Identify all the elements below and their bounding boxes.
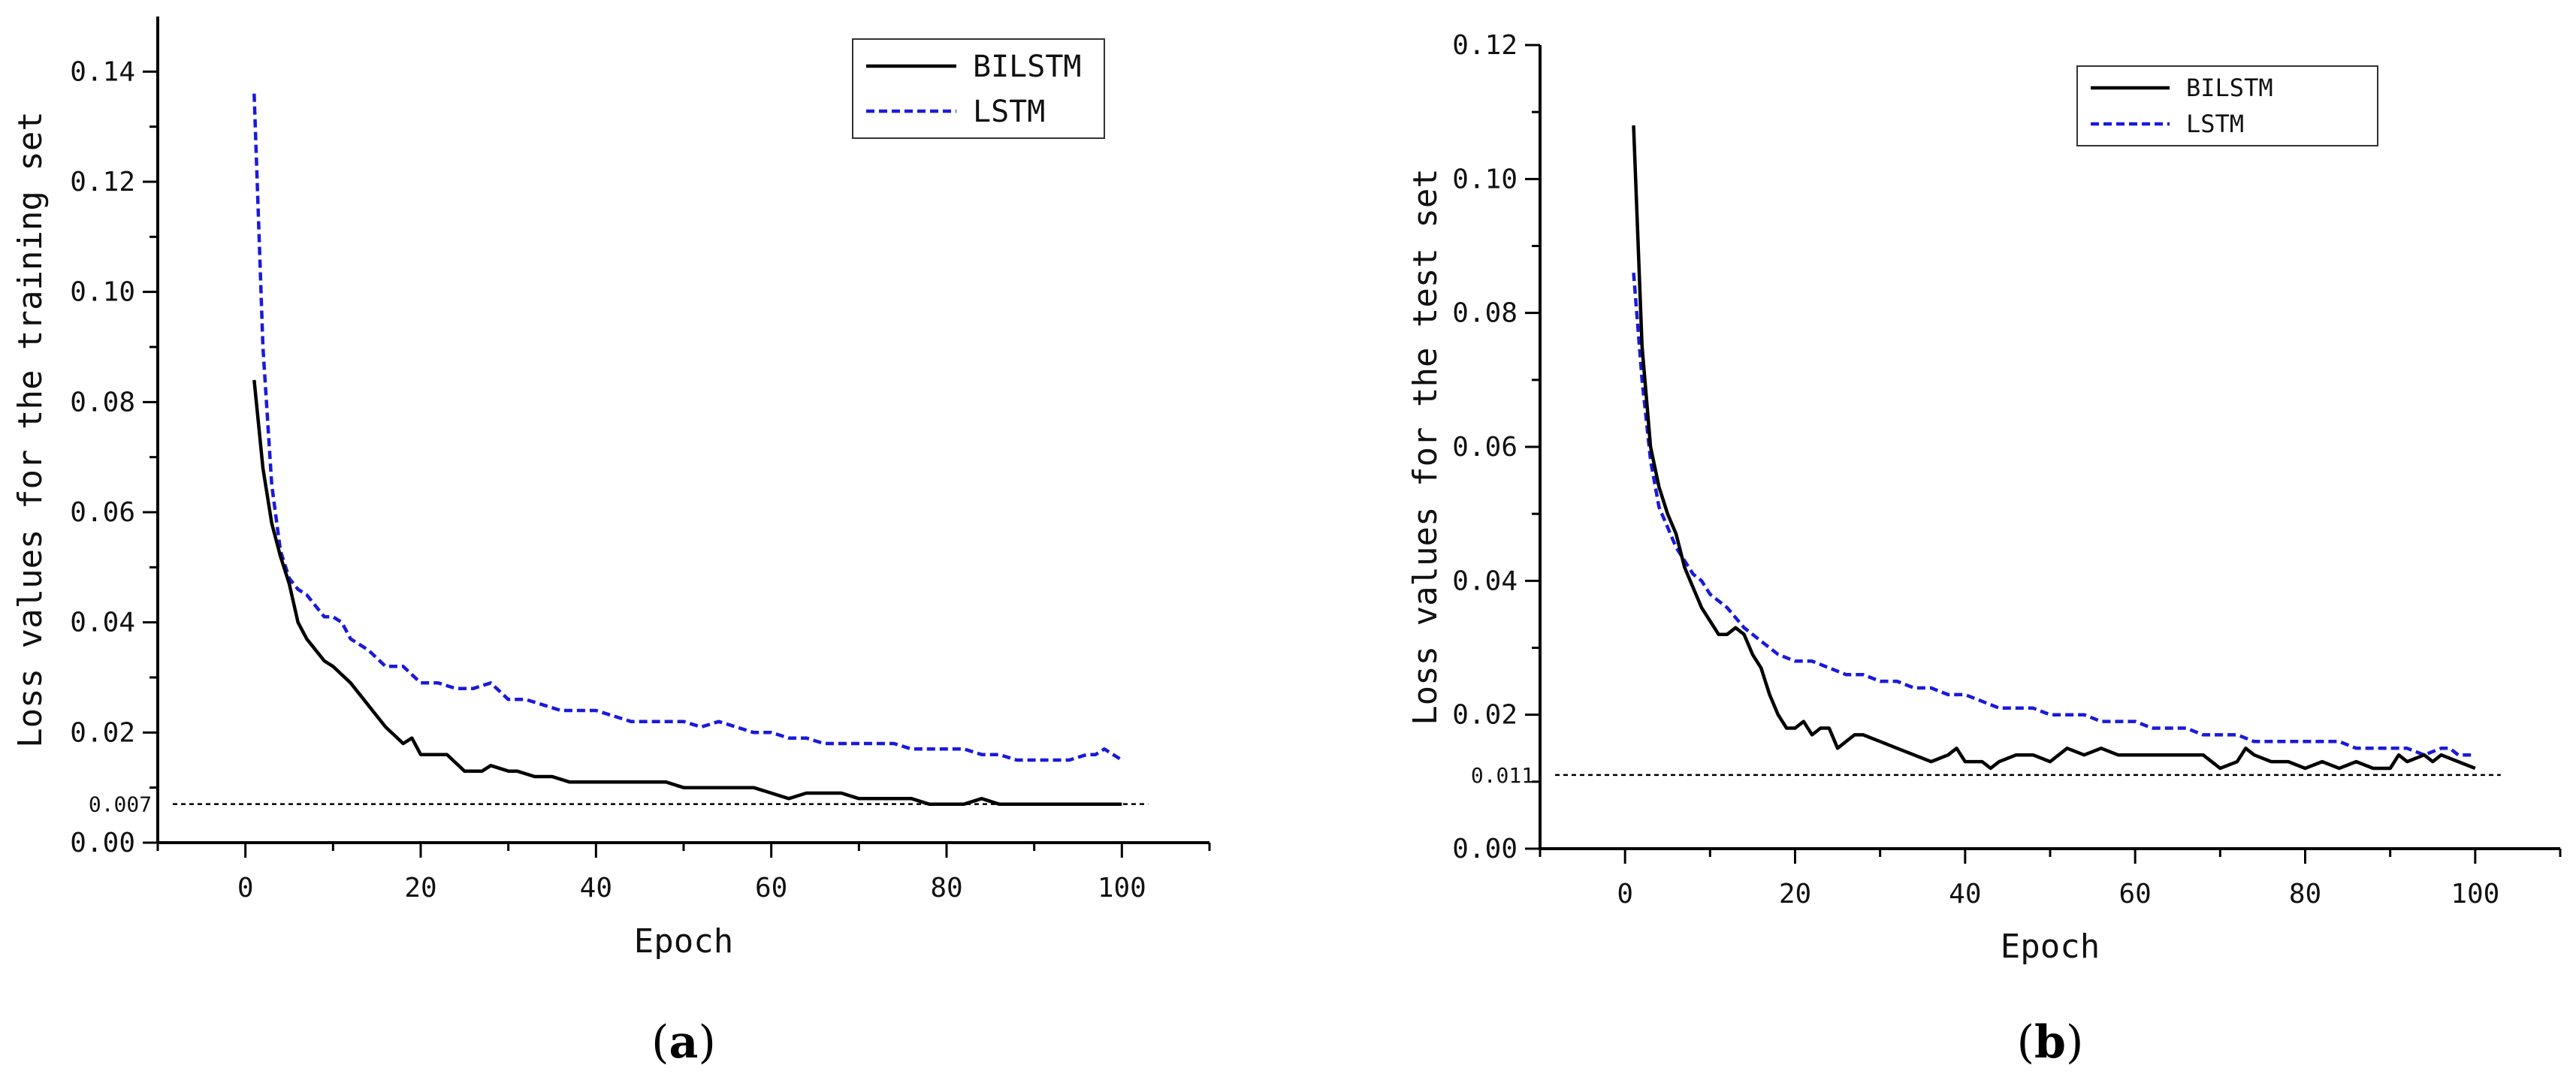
y-tick-label: 0.00	[1452, 834, 1518, 864]
y-tick-label: 0.12	[70, 167, 135, 198]
legend-box	[852, 38, 1105, 139]
y-tick-label: 0.08	[70, 387, 135, 418]
legend: BILSTM LSTM	[2076, 65, 2378, 146]
reference-line-label: 0.011	[1471, 763, 1534, 788]
x-tick-label: 60	[755, 873, 787, 904]
y-tick-label: 0.02	[70, 717, 135, 748]
x-tick-label: 100	[1098, 873, 1146, 904]
y-tick-label: 0.04	[1452, 566, 1518, 596]
x-tick-label: 20	[404, 873, 436, 904]
y-tick-label: 0.04	[70, 608, 135, 638]
legend-label-bilstm: BILSTM	[973, 50, 1082, 84]
reference-line-label: 0.007	[89, 792, 152, 817]
x-tick-label: 80	[930, 873, 962, 904]
y-tick-label: 0.12	[1452, 30, 1518, 61]
legend: BILSTM LSTM	[852, 38, 1105, 139]
series-line-bilstm	[252, 379, 1122, 806]
legend-label-lstm: LSTM	[973, 95, 1045, 129]
y-tick-label: 0.10	[70, 277, 135, 308]
y-axis-title: Loss values for the training set	[11, 111, 50, 748]
x-tick-label: 40	[1949, 879, 1981, 910]
x-tick-label: 20	[1779, 879, 1811, 910]
x-axis-title: Epoch	[2001, 928, 2100, 966]
y-tick-label: 0.14	[70, 56, 135, 87]
y-tick-label: 0.06	[1452, 432, 1518, 463]
chart-panel-b: 0.00 0.02 0.04 0.06 0.08 0.10 0.12 0 20 40 60 80 100…	[1406, 30, 2562, 1069]
x-axis-title: Epoch	[634, 922, 733, 961]
legend-label-lstm: LSTM	[2186, 110, 2244, 138]
legend-label-bilstm: BILSTM	[2186, 74, 2273, 102]
y-tick-label: 0.00	[70, 828, 135, 858]
chart-panel-a: 0.00 0.02 0.04 0.06 0.08 0.10 0.12 0.14 0 20 40 60 8…	[11, 17, 1211, 1069]
panel-label: (a)	[651, 1016, 716, 1069]
y-tick-label: 0.06	[70, 497, 135, 528]
x-tick-label: 0	[237, 873, 254, 904]
x-tick-label: 80	[2289, 879, 2321, 910]
legend-box	[2076, 65, 2378, 146]
panel-label: (b)	[2017, 1016, 2084, 1069]
y-tick-label: 0.08	[1452, 298, 1518, 329]
x-tick-label: 60	[2118, 879, 2151, 910]
y-tick-label: 0.02	[1452, 700, 1518, 731]
y-tick-label: 0.10	[1452, 164, 1518, 195]
series-line-bilstm	[1632, 125, 2476, 771]
series-line-lstm	[1632, 273, 2475, 757]
x-tick-label: 40	[580, 873, 612, 904]
x-tick-label: 0	[1617, 879, 1633, 910]
y-axis-title: Loss values for the test set	[1406, 168, 1445, 726]
series-line-lstm	[252, 93, 1123, 762]
x-tick-label: 100	[2451, 879, 2499, 910]
